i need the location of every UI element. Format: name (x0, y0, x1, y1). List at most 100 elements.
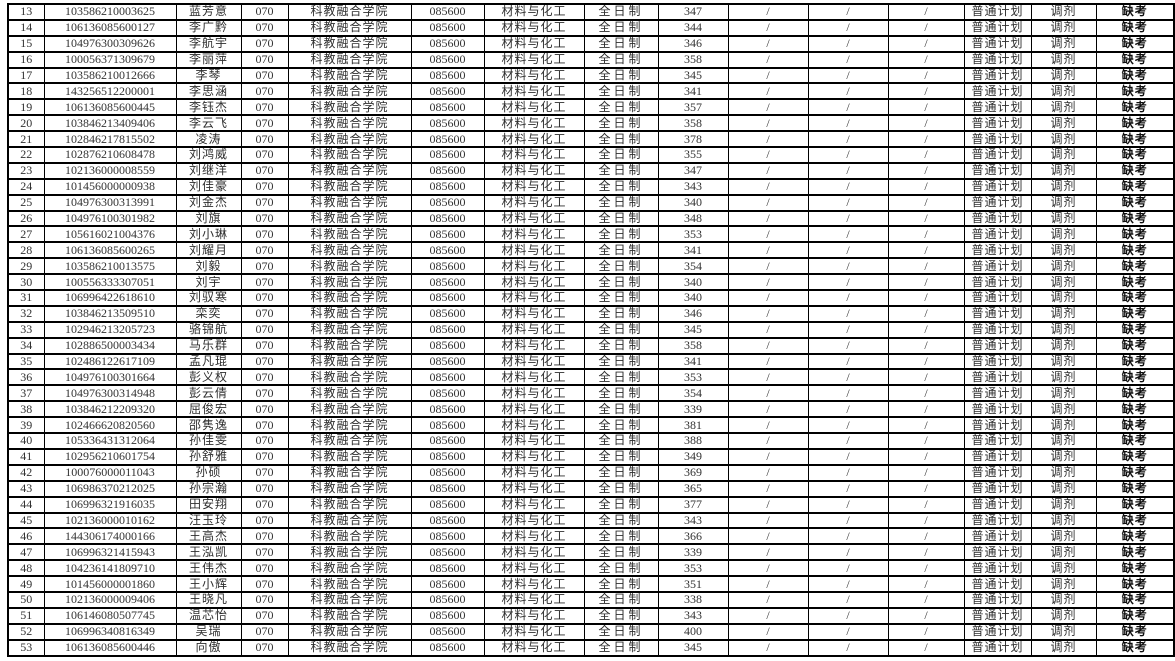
cell-major-code: 085600 (410, 495, 485, 514)
cell-row-no: 33 (7, 320, 45, 339)
cell-major-code: 085600 (410, 225, 485, 244)
cell-remark: 缺考 (1095, 146, 1175, 164)
cell-slash-3: / (887, 559, 965, 578)
cell-slash-3: / (887, 289, 965, 307)
cell-admission-channel: 调剂 (1030, 527, 1097, 546)
cell-major-code: 085600 (410, 479, 485, 498)
cell-name: 刘鸿威 (175, 146, 242, 164)
cell-major-code: 085600 (410, 130, 485, 149)
cell-plan-type: 普通计划 (963, 34, 1032, 53)
cell-remark: 缺考 (1095, 257, 1175, 276)
cell-slash-3: / (887, 273, 965, 292)
cell-slash-2: / (807, 130, 889, 149)
cell-study-mode: 全日制 (583, 559, 659, 578)
cell-score: 378 (657, 130, 729, 149)
cell-study-mode: 全日制 (583, 606, 659, 625)
cell-major-code: 085600 (410, 289, 485, 307)
cell-slash-2: / (807, 177, 889, 196)
cell-college-name: 科教融合学院 (287, 638, 412, 657)
table-row: 18 143256512200001 李思涵 070 科教融合学院 085600 材料与化工… (7, 82, 1175, 101)
cell-score: 345 (657, 66, 729, 85)
cell-candidate-id: 100056371309679 (43, 50, 177, 69)
cell-admission-channel: 调剂 (1030, 273, 1097, 292)
cell-study-mode: 全日制 (583, 273, 659, 292)
cell-college-code: 070 (240, 289, 289, 307)
cell-name: 王高杰 (175, 527, 242, 546)
cell-score: 358 (657, 336, 729, 355)
cell-score: 358 (657, 114, 729, 133)
cell-slash-1: / (727, 18, 809, 37)
cell-admission-channel: 调剂 (1030, 161, 1097, 180)
cell-slash-2: / (807, 463, 889, 482)
cell-major-name: 材料与化工 (483, 384, 585, 403)
cell-score: 388 (657, 432, 729, 450)
cell-candidate-id: 143256512200001 (43, 82, 177, 101)
cell-admission-channel: 调剂 (1030, 114, 1097, 133)
cell-score: 358 (657, 50, 729, 69)
cell-name: 孙舒雅 (175, 447, 242, 466)
cell-slash-2: / (807, 447, 889, 466)
cell-college-name: 科教融合学院 (287, 416, 412, 435)
cell-college-code: 070 (240, 50, 289, 69)
cell-study-mode: 全日制 (583, 66, 659, 85)
cell-major-name: 材料与化工 (483, 241, 585, 260)
cell-major-name: 材料与化工 (483, 146, 585, 164)
cell-score: 366 (657, 527, 729, 546)
cell-candidate-id: 102136000009406 (43, 590, 177, 609)
cell-remark: 缺考 (1095, 416, 1175, 435)
cell-name: 蓝芳意 (175, 3, 242, 21)
cell-college-code: 070 (240, 82, 289, 101)
cell-name: 彭义权 (175, 368, 242, 387)
table-row: 38 103846212209320 屈俊宏 070 科教融合学院 085600 材料与化工… (7, 400, 1175, 419)
cell-admission-channel: 调剂 (1030, 606, 1097, 625)
cell-name: 刘宇 (175, 273, 242, 292)
cell-study-mode: 全日制 (583, 161, 659, 180)
cell-major-code: 085600 (410, 273, 485, 292)
cell-row-no: 41 (7, 447, 45, 466)
cell-name: 王伟杰 (175, 559, 242, 578)
cell-slash-3: / (887, 130, 965, 149)
cell-plan-type: 普通计划 (963, 527, 1032, 546)
cell-candidate-id: 105336431312064 (43, 432, 177, 450)
cell-college-code: 070 (240, 304, 289, 323)
cell-slash-3: / (887, 161, 965, 180)
table-row: 19 106136085600445 李钰杰 070 科教融合学院 085600 材料与化工… (7, 98, 1175, 117)
cell-row-no: 18 (7, 82, 45, 101)
cell-major-name: 材料与化工 (483, 177, 585, 196)
cell-candidate-id: 102846217815502 (43, 130, 177, 149)
cell-college-code: 070 (240, 146, 289, 164)
cell-admission-channel: 调剂 (1030, 447, 1097, 466)
cell-slash-1: / (727, 50, 809, 69)
cell-college-name: 科教融合学院 (287, 511, 412, 530)
cell-candidate-id: 106136085600127 (43, 18, 177, 37)
cell-score: 341 (657, 82, 729, 101)
cell-college-name: 科教融合学院 (287, 368, 412, 387)
cell-row-no: 20 (7, 114, 45, 133)
cell-row-no: 23 (7, 161, 45, 180)
cell-slash-3: / (887, 320, 965, 339)
cell-college-name: 科教融合学院 (287, 352, 412, 371)
cell-slash-3: / (887, 3, 965, 21)
cell-candidate-id: 103586210012666 (43, 66, 177, 85)
cell-score: 345 (657, 638, 729, 657)
cell-remark: 缺考 (1095, 18, 1175, 37)
cell-major-code: 085600 (410, 161, 485, 180)
cell-score: 347 (657, 161, 729, 180)
cell-study-mode: 全日制 (583, 50, 659, 69)
cell-candidate-id: 100076000011043 (43, 463, 177, 482)
cell-score: 346 (657, 34, 729, 53)
cell-slash-2: / (807, 193, 889, 212)
cell-college-code: 070 (240, 479, 289, 498)
cell-slash-3: / (887, 495, 965, 514)
cell-slash-1: / (727, 225, 809, 244)
cell-row-no: 48 (7, 559, 45, 578)
cell-study-mode: 全日制 (583, 575, 659, 593)
cell-admission-channel: 调剂 (1030, 289, 1097, 307)
cell-slash-2: / (807, 209, 889, 228)
cell-row-no: 40 (7, 432, 45, 450)
cell-row-no: 53 (7, 638, 45, 657)
cell-name: 王泓凯 (175, 543, 242, 562)
cell-name: 刘金杰 (175, 193, 242, 212)
cell-candidate-id: 106146080507745 (43, 606, 177, 625)
cell-slash-2: / (807, 66, 889, 85)
